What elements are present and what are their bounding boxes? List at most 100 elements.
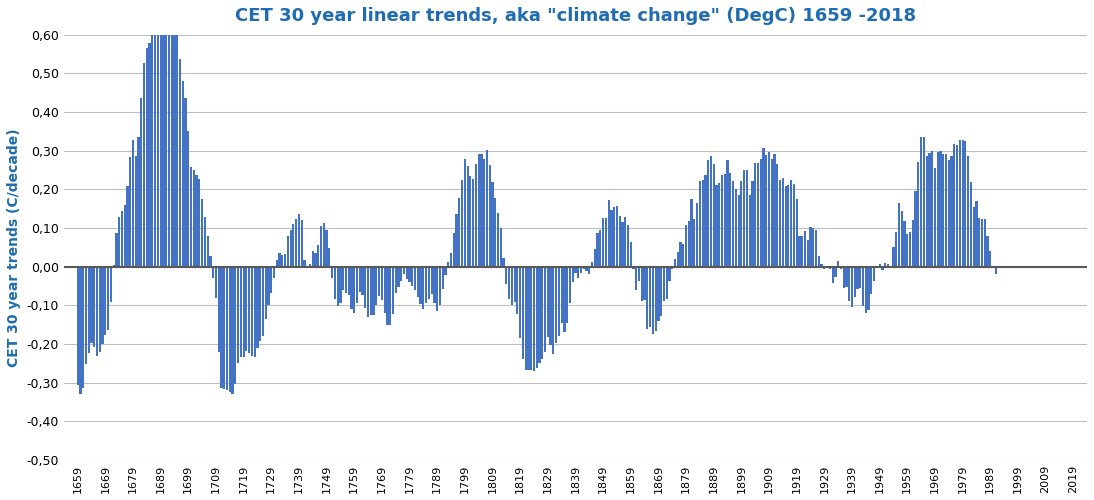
Bar <box>824 266 826 270</box>
Bar <box>710 156 712 266</box>
Bar <box>251 266 253 356</box>
Bar <box>348 266 350 295</box>
Bar <box>536 266 538 368</box>
Bar <box>140 98 142 266</box>
Bar <box>688 221 690 266</box>
Bar <box>732 180 734 266</box>
Bar <box>309 264 311 266</box>
Bar <box>115 232 117 266</box>
Bar <box>82 266 84 388</box>
Bar <box>837 261 839 266</box>
Bar <box>549 266 551 345</box>
Bar <box>426 266 428 304</box>
Bar <box>715 184 718 266</box>
Bar <box>757 162 759 266</box>
Bar <box>156 0 159 266</box>
Bar <box>458 198 461 266</box>
Bar <box>878 264 881 266</box>
Bar <box>91 266 93 343</box>
Bar <box>547 266 549 336</box>
Bar <box>981 220 984 266</box>
Bar <box>560 266 562 323</box>
Bar <box>226 266 229 390</box>
Bar <box>386 266 388 326</box>
Bar <box>287 236 289 266</box>
Bar <box>694 218 696 266</box>
Bar <box>947 160 950 266</box>
Bar <box>419 266 421 304</box>
Bar <box>690 199 693 266</box>
Bar <box>466 166 468 266</box>
Bar <box>400 266 403 281</box>
Bar <box>312 251 314 266</box>
Bar <box>768 152 770 266</box>
Bar <box>422 266 424 310</box>
Bar <box>964 141 966 266</box>
Bar <box>527 266 529 370</box>
Bar <box>643 266 645 300</box>
Bar <box>88 266 90 353</box>
Bar <box>185 98 187 266</box>
Bar <box>699 180 701 266</box>
Bar <box>909 232 911 266</box>
Bar <box>668 266 671 281</box>
Bar <box>859 266 861 288</box>
Bar <box>207 236 209 266</box>
Bar <box>754 164 756 266</box>
Bar <box>491 182 493 266</box>
Bar <box>138 138 140 266</box>
Bar <box>660 266 662 316</box>
Bar <box>730 173 732 266</box>
Bar <box>442 266 444 289</box>
Bar <box>873 266 875 281</box>
Bar <box>522 266 524 359</box>
Bar <box>976 200 978 266</box>
Bar <box>417 266 419 297</box>
Bar <box>135 156 137 266</box>
Bar <box>453 233 455 266</box>
Bar <box>851 266 853 307</box>
Bar <box>366 266 369 317</box>
Bar <box>784 186 787 266</box>
Bar <box>345 266 347 293</box>
Bar <box>397 266 399 287</box>
Bar <box>763 148 765 266</box>
Bar <box>475 164 477 266</box>
Bar <box>831 266 834 282</box>
Bar <box>104 266 106 336</box>
Bar <box>793 184 795 266</box>
Bar <box>232 266 234 394</box>
Bar <box>721 176 723 266</box>
Bar <box>146 48 148 266</box>
Bar <box>272 266 275 278</box>
Bar <box>846 266 848 287</box>
Bar <box>198 179 200 266</box>
Bar <box>525 266 527 370</box>
Bar <box>840 266 842 268</box>
Bar <box>544 266 546 352</box>
Bar <box>741 180 743 266</box>
Bar <box>107 266 109 330</box>
Bar <box>497 214 499 266</box>
Bar <box>284 254 287 266</box>
Bar <box>118 217 120 266</box>
Bar <box>77 266 79 385</box>
Bar <box>248 266 251 353</box>
Bar <box>585 266 587 272</box>
Bar <box>956 144 958 266</box>
Bar <box>505 266 508 283</box>
Bar <box>923 136 926 266</box>
Bar <box>806 240 808 266</box>
Bar <box>270 266 272 292</box>
Bar <box>801 236 803 266</box>
Bar <box>120 210 123 266</box>
Bar <box>356 266 358 302</box>
Bar <box>370 266 372 315</box>
Bar <box>649 266 651 328</box>
Bar <box>379 266 381 296</box>
Bar <box>654 266 656 332</box>
Bar <box>936 152 939 266</box>
Bar <box>542 266 544 359</box>
Bar <box>820 264 823 266</box>
Bar <box>973 206 975 266</box>
